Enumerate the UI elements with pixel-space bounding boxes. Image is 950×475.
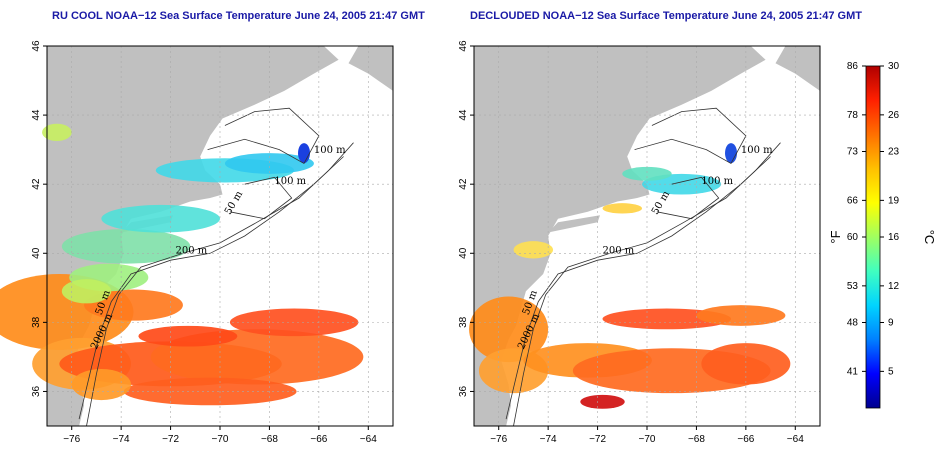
colorbar-label-f: 48 bbox=[847, 318, 859, 329]
cool-sst-patch bbox=[224, 153, 314, 174]
bathymetry-contour bbox=[656, 176, 720, 220]
warm-sst-patch bbox=[138, 325, 238, 347]
x-tick-label: −68 bbox=[688, 434, 705, 445]
x-tick-label: −64 bbox=[787, 434, 804, 445]
colorbar-label-c: 12 bbox=[888, 281, 900, 292]
cool-sst-patch bbox=[101, 204, 220, 233]
y-tick-label: 38 bbox=[31, 316, 42, 328]
cool-sst-patch bbox=[42, 123, 72, 141]
y-tick-label: 36 bbox=[458, 385, 469, 397]
celsius-unit-label: °C bbox=[922, 230, 937, 245]
x-tick-label: −64 bbox=[360, 434, 377, 445]
y-tick-label: 42 bbox=[458, 178, 469, 190]
fahrenheit-unit-label: °F bbox=[828, 230, 843, 243]
y-tick-label: 36 bbox=[31, 385, 42, 397]
bathymetry-contour bbox=[229, 176, 293, 220]
colorbar-gradient bbox=[865, 65, 881, 409]
contour-label: 200 m bbox=[603, 245, 635, 256]
bathymetry-contour bbox=[78, 156, 344, 420]
contour-label: 100 m bbox=[701, 176, 733, 187]
x-tick-label: −74 bbox=[113, 434, 130, 445]
warm-sst-patch bbox=[580, 394, 625, 409]
left-map-title: RU COOL NOAA−12 Sea Surface Temperature … bbox=[52, 10, 425, 22]
contour-label: 100 m bbox=[741, 145, 773, 156]
colorbar-label-f: 73 bbox=[847, 147, 859, 158]
colorbar-label-c: 26 bbox=[888, 110, 900, 121]
x-tick-label: −68 bbox=[261, 434, 278, 445]
colorbar-label-f: 78 bbox=[847, 110, 859, 121]
cool-sst-patch bbox=[61, 229, 191, 264]
colorbar-label-f: 53 bbox=[847, 281, 859, 292]
warm-sst-patch bbox=[696, 305, 786, 326]
colorbar-label-c: 5 bbox=[888, 366, 894, 377]
colorbar-label-c: 16 bbox=[888, 232, 900, 243]
y-tick-label: 44 bbox=[458, 109, 469, 121]
right-map-title: DECLOUDED NOAA−12 Sea Surface Temperatur… bbox=[470, 10, 862, 22]
long-island bbox=[548, 215, 600, 233]
y-tick-label: 40 bbox=[31, 247, 42, 259]
warm-sst-patch bbox=[469, 296, 549, 363]
cool-sst-patch bbox=[602, 203, 643, 214]
warm-sst-patch bbox=[701, 343, 791, 385]
warm-sst-patch bbox=[123, 377, 297, 406]
colorbar-label-f: 66 bbox=[847, 195, 859, 206]
y-tick-label: 44 bbox=[31, 109, 42, 121]
x-tick-label: −72 bbox=[589, 434, 606, 445]
bathymetry-contour bbox=[207, 107, 320, 165]
y-tick-label: 46 bbox=[458, 40, 469, 52]
y-tick-label: 38 bbox=[458, 316, 469, 328]
colorbar-label-c: 9 bbox=[888, 318, 894, 329]
colorbar-label-c: 23 bbox=[888, 147, 900, 158]
cool-sst-patch bbox=[622, 166, 672, 181]
bathymetry-contour bbox=[505, 156, 771, 420]
contour-label: 200 m bbox=[176, 245, 208, 256]
x-tick-label: −66 bbox=[737, 434, 754, 445]
land-mass-northeast bbox=[348, 46, 393, 91]
colorbar-label-f: 86 bbox=[847, 61, 859, 72]
colorbar-label-f: 60 bbox=[847, 232, 859, 243]
y-tick-label: 40 bbox=[458, 247, 469, 259]
land-mass bbox=[47, 46, 339, 426]
temperature-colorbar: 86 30 78 26 73 23 66 19 60 16 53 12 48 9 41 5 °F °C bbox=[828, 61, 937, 409]
colorbar-label-c: 30 bbox=[888, 61, 900, 72]
cool-sst-patch bbox=[61, 279, 112, 304]
warm-sst-patch bbox=[229, 308, 359, 337]
cold-sst-patch bbox=[725, 143, 738, 164]
warm-sst-patch bbox=[71, 369, 132, 401]
cold-sst-patch bbox=[298, 143, 311, 164]
colorbar-label-c: 19 bbox=[888, 195, 900, 206]
contour-label: 100 m bbox=[274, 176, 306, 187]
cool-sst-patch bbox=[513, 241, 554, 259]
x-tick-label: −76 bbox=[490, 434, 507, 445]
colorbar-label-f: 41 bbox=[847, 366, 859, 377]
x-tick-label: −76 bbox=[63, 434, 80, 445]
x-tick-label: −72 bbox=[162, 434, 179, 445]
land-mass-northeast bbox=[775, 46, 820, 91]
x-tick-label: −70 bbox=[639, 434, 656, 445]
x-tick-label: −74 bbox=[540, 434, 557, 445]
contour-label: 100 m bbox=[314, 145, 346, 156]
y-tick-label: 46 bbox=[31, 40, 42, 52]
warm-sst-patch bbox=[84, 289, 183, 321]
x-tick-label: −70 bbox=[212, 434, 229, 445]
land-mass bbox=[474, 46, 766, 426]
x-tick-label: −66 bbox=[310, 434, 327, 445]
bathymetry-contour bbox=[634, 107, 747, 165]
y-tick-label: 42 bbox=[31, 178, 42, 190]
